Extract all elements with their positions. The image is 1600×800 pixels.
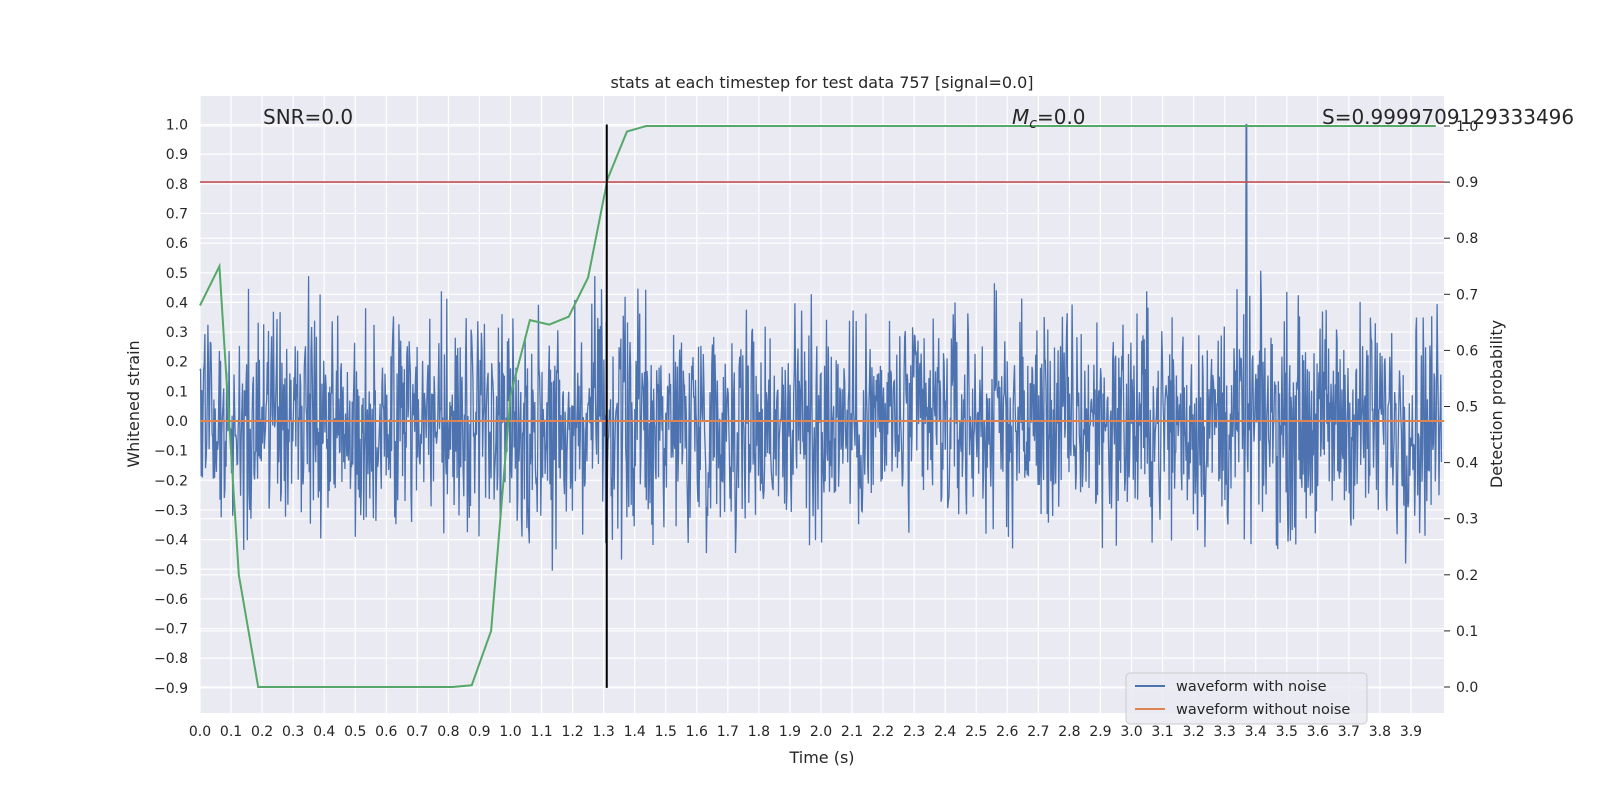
y2-axis-label: Detection probability: [1487, 320, 1506, 488]
x-tick-label: 0.8: [437, 724, 459, 740]
x-tick-label: 3.4: [1245, 724, 1267, 740]
series-detection-probability: [199, 125, 1436, 688]
x-tick-label: 1.5: [655, 724, 677, 740]
x-tick-label: 2.0: [810, 724, 832, 740]
x-tick-label: 1.9: [779, 724, 801, 740]
y2-tick-label: 0.2: [1456, 568, 1478, 584]
y-tick-label: −0.4: [154, 533, 188, 549]
y-tick-label: 0.2: [166, 355, 188, 371]
x-tick-labels: 0.0 0.1 0.2 0.3 0.4 0.5 0.6 0.7 0.8 0.9 1.0 1.1 1.2 1…: [189, 724, 1422, 740]
y-tick-label: 0.5: [166, 266, 188, 282]
y-tick-label: 0.9: [166, 147, 188, 163]
x-tick-label: 3.6: [1307, 724, 1329, 740]
y2-tick-label: 0.1: [1456, 624, 1478, 640]
x-tick-label: 0.3: [282, 724, 304, 740]
x-tick-label: 2.8: [1058, 724, 1080, 740]
x-axis-label: Time (s): [788, 748, 854, 767]
y2-tick-label: 0.7: [1456, 287, 1478, 303]
x-tick-label: 0.4: [313, 724, 335, 740]
x-tick-label: 1.4: [624, 724, 646, 740]
detection-probability-points: [199, 125, 1436, 688]
x-tick-label: 3.5: [1276, 724, 1298, 740]
x-tick-label: 2.2: [872, 724, 894, 740]
chart-title: stats at each timestep for test data 757…: [610, 73, 1033, 92]
x-tick-label: 3.2: [1182, 724, 1204, 740]
y2-tick-label: 1.0: [1456, 119, 1478, 135]
y2-tick-labels: 1.0 0.9 0.8 0.7 0.6 0.5 0.4 0.3 0.2 0.1 0.0: [1444, 119, 1478, 696]
chirp-mass-symbol: M: [1012, 105, 1029, 129]
y2-tick-label: 0.0: [1456, 680, 1478, 696]
y-tick-label: 0.6: [166, 236, 188, 252]
y-tick-label: 0.0: [166, 414, 188, 430]
y-tick-label: −0.1: [154, 444, 188, 460]
y-tick-label: −0.5: [154, 562, 188, 578]
y-tick-label: 0.8: [166, 177, 188, 193]
x-tick-label: 1.0: [499, 724, 521, 740]
y2-tick-label: 0.5: [1456, 400, 1478, 416]
x-tick-label: 0.0: [189, 724, 211, 740]
legend-label-noise: waveform with noise: [1176, 679, 1327, 695]
x-tick-label: 3.9: [1400, 724, 1422, 740]
y2-tick-label: 0.4: [1456, 456, 1478, 472]
y-axis-label: Whitened strain: [124, 340, 143, 467]
x-tick-label: 0.9: [468, 724, 490, 740]
y-tick-label: 0.3: [166, 325, 188, 341]
x-tick-label: 2.5: [965, 724, 987, 740]
chirp-mass-annotation: Mc=0.0: [1012, 105, 1086, 132]
x-tick-label: 0.7: [406, 724, 428, 740]
y2-tick-label: 0.6: [1456, 343, 1478, 359]
x-tick-label: 1.7: [717, 724, 739, 740]
y-tick-label: −0.9: [154, 681, 188, 697]
y-tick-label: −0.2: [154, 473, 188, 489]
chirp-mass-subscript: c: [1029, 116, 1037, 132]
series-waveform-with-noise: [199, 123, 1443, 571]
y-tick-label: −0.7: [154, 622, 188, 638]
y-tick-label: −0.8: [154, 651, 188, 667]
y-tick-label: 0.7: [166, 206, 188, 222]
legend: waveform with noise waveform without noi…: [1125, 672, 1368, 725]
x-tick-label: 3.3: [1214, 724, 1236, 740]
y-tick-label: 0.1: [166, 384, 188, 400]
x-tick-label: 2.3: [903, 724, 925, 740]
x-tick-label: 1.6: [686, 724, 708, 740]
x-tick-label: 1.1: [530, 724, 552, 740]
y-tick-label: −0.6: [154, 592, 188, 608]
x-tick-label: 3.0: [1120, 724, 1142, 740]
x-tick-label: 1.3: [593, 724, 615, 740]
x-tick-label: 0.2: [251, 724, 273, 740]
x-tick-label: 0.5: [344, 724, 366, 740]
x-tick-label: 0.6: [375, 724, 397, 740]
x-tick-label: 0.1: [220, 724, 242, 740]
y-tick-labels: 1.0 0.9 0.8 0.7 0.6 0.5 0.4 0.3 0.2 0.1 0.0 −0.1 −0.…: [154, 118, 188, 697]
legend-box: [1125, 672, 1368, 725]
chirp-mass-value: =0.0: [1037, 105, 1086, 129]
s-annotation: S=0.9999709129333496: [1322, 105, 1574, 129]
x-tick-label: 2.7: [1027, 724, 1049, 740]
x-tick-label: 1.2: [561, 724, 583, 740]
y-tick-label: 0.4: [166, 295, 188, 311]
x-tick-label: 2.9: [1089, 724, 1111, 740]
snr-annotation: SNR=0.0: [263, 105, 353, 129]
y2-tick-label: 0.3: [1456, 512, 1478, 528]
x-tick-label: 1.8: [748, 724, 770, 740]
x-tick-label: 3.7: [1338, 724, 1360, 740]
y2-tick-label: 0.9: [1456, 175, 1478, 191]
x-tick-label: 3.1: [1151, 724, 1173, 740]
x-tick-label: 3.8: [1369, 724, 1391, 740]
y-tick-label: 1.0: [166, 118, 188, 134]
x-tick-label: 2.4: [934, 724, 956, 740]
y2-tick-label: 0.8: [1456, 231, 1478, 247]
x-tick-label: 2.6: [996, 724, 1018, 740]
x-tick-label: 2.1: [841, 724, 863, 740]
legend-label-clean: waveform without noise: [1176, 702, 1350, 718]
y-tick-label: −0.3: [154, 503, 188, 519]
